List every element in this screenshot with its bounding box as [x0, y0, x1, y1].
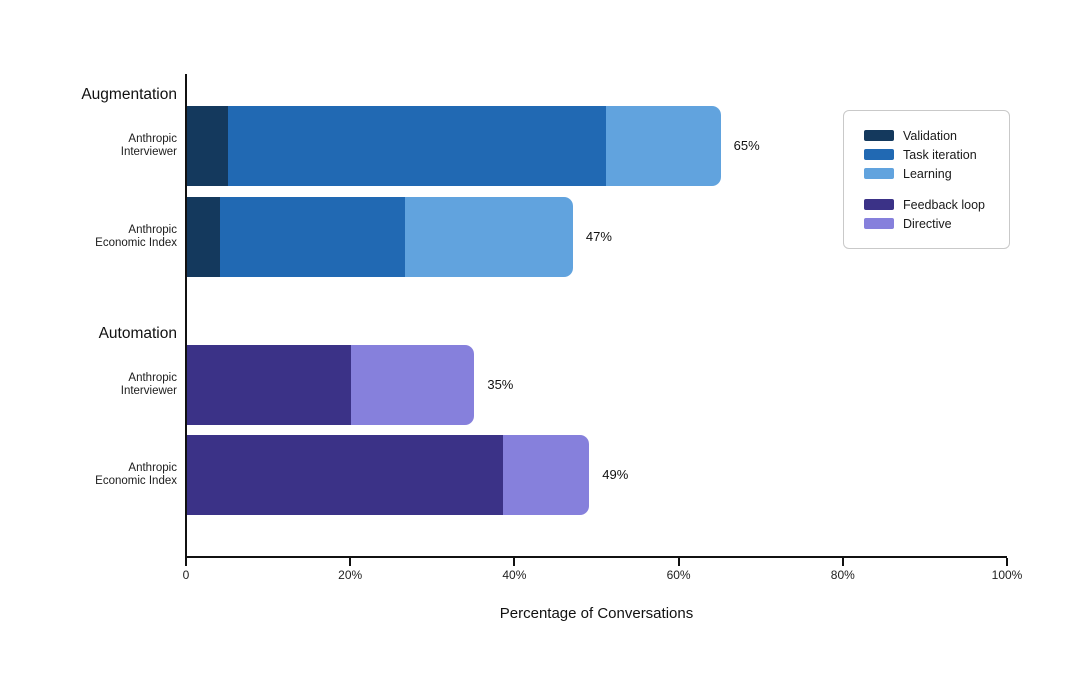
- x-tick-label: 100%: [991, 568, 1023, 582]
- legend-swatch-icon: [864, 218, 894, 229]
- bar-segment-validation: [187, 106, 229, 186]
- legend-label: Task iteration: [903, 147, 977, 162]
- legend-swatch-icon: [864, 199, 894, 210]
- row-label: Anthropic Interviewer: [120, 372, 177, 397]
- legend-swatch-icon: [864, 149, 894, 160]
- bar-segment-directive: [351, 345, 475, 425]
- row-label: Anthropic Economic Index: [95, 462, 177, 487]
- x-tick-label: 20%: [338, 568, 363, 582]
- x-tick-mark: [349, 558, 352, 566]
- x-tick-label: 80%: [830, 568, 855, 582]
- bar-value-label: 65%: [733, 138, 760, 153]
- x-tick-mark: [677, 558, 680, 566]
- legend-group-1: Validation Task iteration Learning: [864, 126, 999, 183]
- legend: Validation Task iteration Learning Feedback…: [843, 110, 1010, 249]
- bar-segment-task-iteration: [228, 106, 606, 186]
- legend-label: Directive: [903, 216, 952, 231]
- group-heading-automation: Automation: [98, 325, 177, 342]
- bar-segment-validation: [187, 197, 220, 277]
- x-tick-label: 60%: [666, 568, 691, 582]
- legend-label: Learning: [903, 166, 952, 181]
- legend-item-learning: Learning: [864, 164, 999, 183]
- bar-value-label: 47%: [585, 229, 612, 244]
- bar-value-label: 35%: [487, 377, 514, 392]
- legend-swatch-icon: [864, 168, 894, 179]
- x-tick-mark: [1006, 558, 1008, 566]
- x-tick-mark: [513, 558, 516, 566]
- x-axis-line: [185, 556, 1007, 558]
- bar-segment-learning: [605, 106, 721, 186]
- legend-item-feedback-loop: Feedback loop: [864, 195, 999, 214]
- bar-segment-feedback-loop: [187, 345, 352, 425]
- bar-segment-directive: [503, 435, 590, 515]
- legend-swatch-icon: [864, 130, 894, 141]
- x-axis-title: Percentage of Conversations: [499, 605, 694, 622]
- x-tick-label: 0: [182, 568, 190, 582]
- legend-item-task-iteration: Task iteration: [864, 145, 999, 164]
- bar-segment-task-iteration: [219, 197, 405, 277]
- y-axis-line: [185, 74, 187, 557]
- legend-group-2: Feedback loop Directive: [864, 195, 999, 233]
- row-label: Anthropic Interviewer: [120, 133, 177, 158]
- bar-value-label: 49%: [602, 467, 629, 482]
- group-heading-augmentation: Augmentation: [81, 86, 177, 103]
- legend-item-validation: Validation: [864, 126, 999, 145]
- x-tick-mark: [185, 558, 187, 566]
- bar-segment-feedback-loop: [187, 435, 504, 515]
- row-label: Anthropic Economic Index: [95, 224, 177, 249]
- x-tick-label: 40%: [502, 568, 527, 582]
- legend-label: Validation: [903, 128, 957, 143]
- x-tick-mark: [841, 558, 844, 566]
- legend-item-directive: Directive: [864, 214, 999, 233]
- bar-segment-learning: [404, 197, 573, 277]
- legend-label: Feedback loop: [903, 197, 986, 212]
